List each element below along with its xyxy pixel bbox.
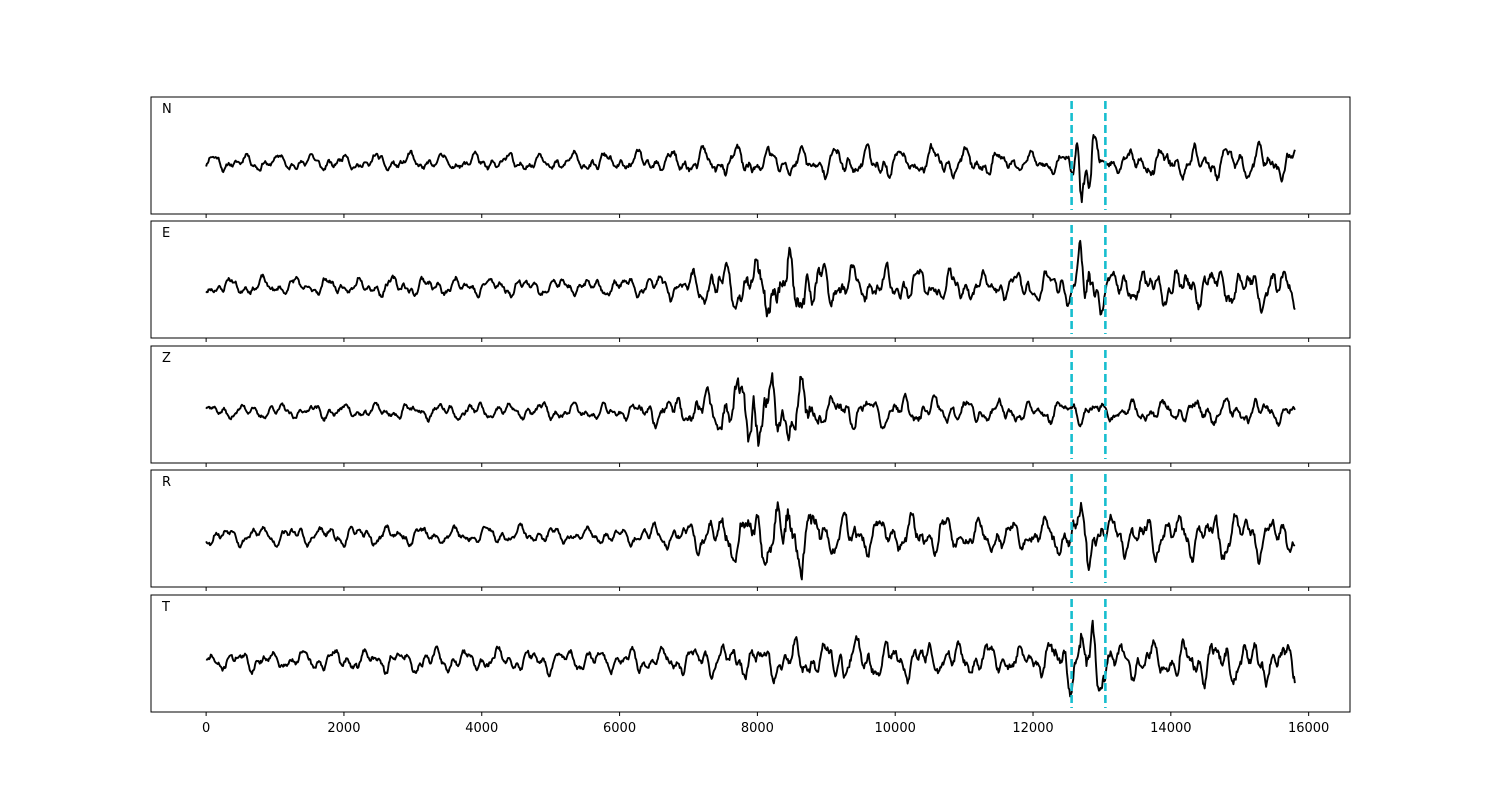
panel-label: N [162, 102, 172, 117]
panel-n: N [150, 96, 1351, 218]
panel-t: T [150, 594, 1351, 716]
panel-frame [150, 220, 1351, 339]
panel-label: E [162, 226, 170, 241]
panel-frame [150, 469, 1351, 588]
x-tick-label: 16000 [1288, 721, 1329, 736]
panels: N E Z R T [150, 96, 1351, 716]
x-tick-label: 2000 [327, 721, 360, 736]
panel-label: R [162, 475, 171, 490]
panel-label: Z [162, 351, 171, 366]
x-tick-label: 4000 [465, 721, 498, 736]
panel-label: T [161, 600, 170, 615]
panel-frame [150, 345, 1351, 464]
x-tick-label: 12000 [1012, 721, 1053, 736]
x-tick-label: 10000 [875, 721, 916, 736]
panel-z: Z [150, 345, 1351, 467]
panel-r: R [150, 469, 1351, 591]
waveform-e [205, 239, 1296, 318]
waveform-t [205, 619, 1296, 698]
x-tick-label: 6000 [603, 721, 636, 736]
waveform-n [205, 134, 1296, 204]
x-axis: 0 2000 4000 6000 8000 10000 12000 14000 16000 [202, 721, 1329, 736]
x-tick-label: 14000 [1150, 721, 1191, 736]
x-tick-label: 8000 [741, 721, 774, 736]
x-tick-label: 0 [202, 721, 210, 736]
panel-frame [150, 96, 1351, 215]
waveform-z [205, 372, 1296, 447]
panel-frame [150, 594, 1351, 713]
waveform-r [205, 501, 1296, 581]
panel-e: E [150, 220, 1351, 342]
